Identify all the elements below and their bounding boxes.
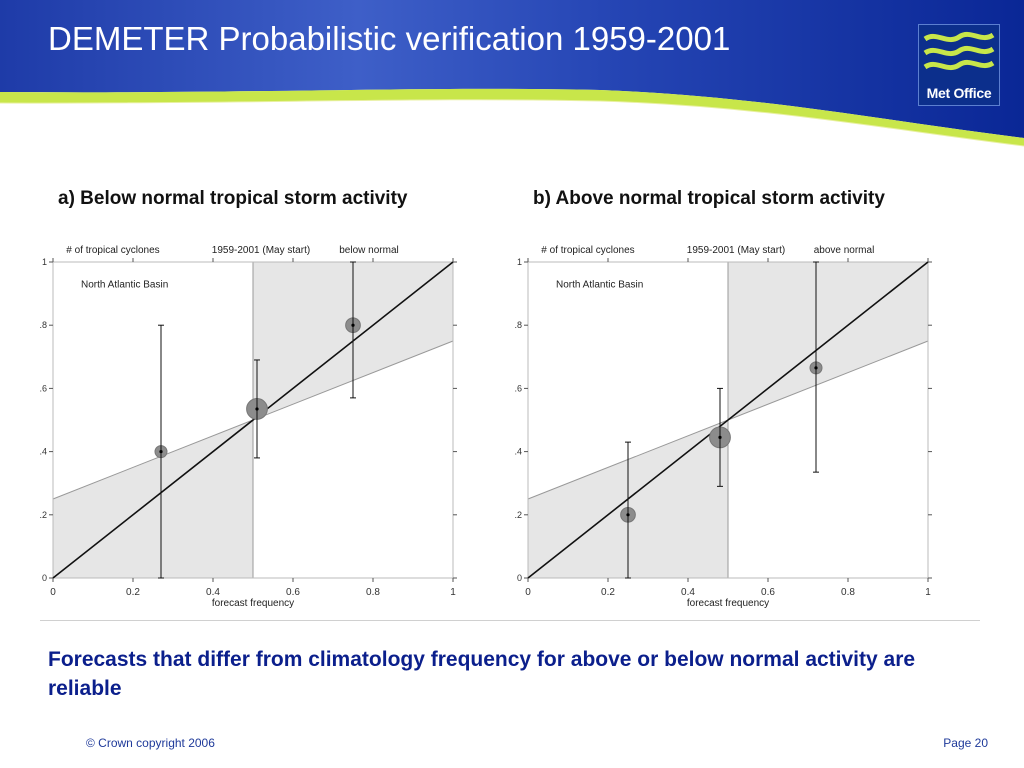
data-point-center xyxy=(255,407,259,411)
x-tick-label: 0.4 xyxy=(206,587,220,598)
chart-header-label: # of tropical cyclones xyxy=(66,245,159,256)
reliability-chart-b: 0 0.2 0.4 0.6 0.8 1 0 0.2 0.4 0.6 0.8 1 # of tropica… xyxy=(515,245,932,609)
y-tick-label: 1 xyxy=(42,257,47,267)
data-point-center xyxy=(159,450,163,454)
x-tick-label: 0.6 xyxy=(286,587,300,598)
chart-header-label: 1959-2001 (May start) xyxy=(212,245,310,256)
slide-title: DEMETER Probabilistic verification 1959-… xyxy=(48,20,731,57)
page-number: Page 20 xyxy=(943,736,988,750)
y-tick-label: .6 xyxy=(40,383,47,393)
y-tick-label: 0.6 xyxy=(515,383,522,393)
met-office-logo: Met Office xyxy=(918,24,1000,106)
x-axis-label: forecast frequency xyxy=(212,598,294,609)
x-tick-label: 1 xyxy=(450,587,456,598)
data-point-center xyxy=(718,435,722,439)
slide-caption: Forecasts that differ from climatology f… xyxy=(48,648,916,700)
plot-frame xyxy=(527,261,929,579)
chart-title: b) Above normal tropical storm activity xyxy=(533,188,885,209)
data-point-center xyxy=(814,366,818,370)
x-axis-label: forecast frequency xyxy=(687,598,769,609)
chart-annotation: North Atlantic Basin xyxy=(556,279,643,290)
x-tick-label: 0.2 xyxy=(601,587,615,598)
x-tick-label: 0.8 xyxy=(841,587,855,598)
data-point-center xyxy=(351,323,355,327)
x-tick-label: 0.4 xyxy=(681,587,695,598)
x-tick-label: 0.8 xyxy=(366,587,380,598)
y-tick-label: 0.4 xyxy=(515,447,522,457)
x-tick-label: 0 xyxy=(525,587,531,598)
y-tick-label: 0 xyxy=(42,573,47,583)
chart-panel-above-normal: b) Above normal tropical storm activity … xyxy=(515,180,955,615)
y-tick-label: .4 xyxy=(40,447,47,457)
chart-panel-below-normal: a) Below normal tropical storm activity … xyxy=(40,180,480,615)
y-tick-label: .8 xyxy=(40,320,47,330)
chart-header-label: 1959-2001 (May start) xyxy=(687,245,785,256)
header-wave-graphic xyxy=(0,0,1024,147)
y-tick-label: 1 xyxy=(517,257,522,267)
chart-title: a) Below normal tropical storm activity xyxy=(58,188,408,209)
y-tick-label: .2 xyxy=(40,510,47,520)
y-tick-label: 0.8 xyxy=(515,320,522,330)
copyright-notice: © Crown copyright 2006 xyxy=(86,736,215,750)
slide-header: DEMETER Probabilistic verification 1959-… xyxy=(0,0,1024,150)
logo-text: Met Office xyxy=(926,85,992,101)
y-tick-label: 0.2 xyxy=(515,510,522,520)
x-tick-label: 0 xyxy=(50,587,56,598)
x-tick-label: 0.6 xyxy=(761,587,775,598)
y-tick-label: 0 xyxy=(517,573,522,583)
plot-frame xyxy=(52,261,454,579)
x-tick-label: 0.2 xyxy=(126,587,140,598)
x-tick-label: 1 xyxy=(925,587,931,598)
chart-annotation: North Atlantic Basin xyxy=(81,279,168,290)
data-point-center xyxy=(626,513,630,517)
perfect-reliability-line xyxy=(52,261,454,579)
content-divider xyxy=(40,620,980,621)
chart-header-label: above normal xyxy=(814,245,875,256)
chart-header-label: below normal xyxy=(339,245,398,256)
logo-waves-icon xyxy=(923,31,995,71)
perfect-reliability-line xyxy=(527,261,929,579)
chart-header-label: # of tropical cyclones xyxy=(541,245,634,256)
reliability-chart-a: 0 0.2 0.4 0.6 0.8 10.2.4.6.81# of tropical cy… xyxy=(40,245,457,609)
